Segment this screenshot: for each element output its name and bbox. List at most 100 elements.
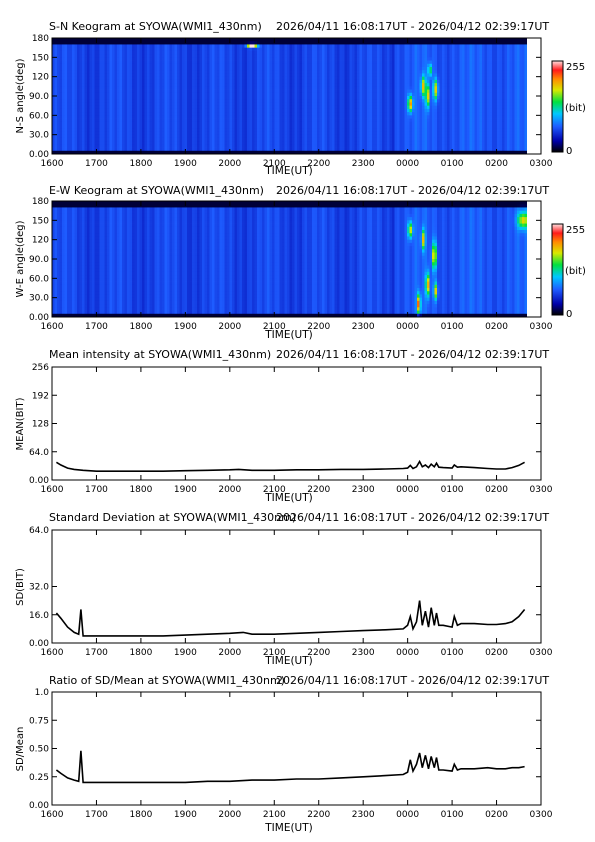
keogram-cell — [54, 89, 58, 94]
keogram-cell — [357, 47, 360, 52]
keogram-cell — [349, 118, 353, 123]
keogram-cell — [94, 79, 98, 84]
keogram-cell — [339, 86, 343, 90]
keogram-cell — [79, 96, 83, 100]
keogram-cell — [222, 60, 225, 65]
keogram-cell — [117, 118, 120, 123]
keogram-cell — [327, 79, 330, 84]
keogram-cell — [384, 41, 388, 45]
keogram-cell — [307, 44, 310, 49]
keogram-cell — [237, 137, 240, 142]
keogram-cell — [292, 86, 295, 90]
keogram-cell — [292, 134, 295, 139]
keogram-cell — [244, 47, 248, 52]
keogram-cell — [189, 105, 193, 110]
keogram-cell — [297, 147, 300, 152]
keogram-cell — [362, 50, 365, 55]
keogram-cell — [384, 108, 388, 113]
keogram-cell — [72, 141, 75, 145]
keogram-cell — [139, 83, 143, 87]
keogram-cell — [322, 44, 325, 49]
keogram-cell — [172, 99, 175, 103]
keogram-cell — [189, 144, 193, 148]
keogram-cell — [204, 41, 208, 45]
keogram-cell — [342, 47, 345, 52]
keogram-cell — [282, 118, 285, 123]
keogram-cell — [82, 96, 85, 100]
keogram-cell — [199, 99, 203, 103]
keogram-cell — [352, 92, 355, 97]
keogram-cell — [294, 47, 298, 52]
keogram-cell — [189, 79, 193, 84]
keogram-cell — [369, 112, 373, 116]
keogram-cell — [109, 50, 113, 55]
keogram-cell — [179, 141, 183, 145]
keogram-cell — [259, 112, 263, 116]
keogram-cell — [369, 76, 373, 81]
keogram-cell — [92, 57, 95, 61]
keogram-cell — [62, 105, 65, 110]
keogram-cell — [189, 54, 193, 58]
keogram-cell — [252, 67, 255, 71]
keogram-cell — [89, 54, 93, 58]
keogram-cell — [62, 108, 65, 113]
keogram-cell — [74, 137, 78, 142]
keogram-cell — [352, 54, 355, 58]
keogram-cell — [169, 76, 173, 81]
keogram-cell — [122, 141, 125, 145]
keogram-cell — [214, 70, 218, 74]
keogram-cell — [317, 60, 320, 65]
keogram-cell — [79, 118, 83, 123]
keogram-cell — [167, 63, 170, 68]
keogram-cell — [289, 92, 293, 97]
keogram-cell — [332, 50, 335, 55]
keogram-cell — [74, 112, 78, 116]
keogram-cell — [174, 115, 178, 119]
keogram-cell — [302, 86, 305, 90]
keogram-cell — [169, 86, 173, 90]
keogram-cell — [337, 57, 340, 61]
keogram-cell — [202, 108, 205, 113]
keogram-cell — [182, 57, 185, 61]
keogram-cell — [84, 76, 88, 81]
keogram-cell — [267, 96, 270, 100]
keogram-cell — [347, 112, 350, 116]
keogram-cell — [52, 76, 55, 81]
keogram-cell — [114, 131, 118, 136]
keogram-cell — [79, 147, 83, 152]
keogram-cell — [184, 83, 188, 87]
keogram-cell — [259, 47, 263, 52]
keogram-cell — [99, 141, 103, 145]
keogram-cell — [242, 134, 245, 139]
keogram-cell — [364, 134, 368, 139]
keogram-cell — [97, 47, 100, 52]
keogram-cell — [97, 63, 100, 68]
keogram-cell — [282, 57, 285, 61]
keogram-cell — [179, 105, 183, 110]
keogram-cell — [74, 150, 78, 155]
keogram-cell — [64, 134, 68, 139]
keogram-cell — [377, 102, 380, 107]
keogram-cell — [102, 76, 105, 81]
keogram-cell — [232, 99, 235, 103]
keogram-cell — [294, 112, 298, 116]
keogram-cell — [364, 70, 368, 74]
keogram-cell — [229, 38, 233, 42]
keogram-cell — [329, 128, 333, 132]
keogram-cell — [264, 96, 268, 100]
keogram-cell — [367, 121, 370, 126]
keogram-cell — [59, 86, 63, 90]
keogram-cell — [312, 63, 315, 68]
keogram-cell — [197, 112, 200, 116]
keogram-cell — [367, 102, 370, 107]
keogram-cell — [177, 57, 180, 61]
keogram-cell — [267, 125, 270, 129]
keogram-cell — [147, 47, 150, 52]
keogram-cell — [189, 141, 193, 145]
keogram-cell — [322, 57, 325, 61]
keogram-cell — [397, 38, 400, 42]
keogram-cell — [354, 92, 358, 97]
keogram-cell — [287, 86, 290, 90]
keogram-cell — [307, 144, 310, 148]
keogram-cell — [302, 57, 305, 61]
